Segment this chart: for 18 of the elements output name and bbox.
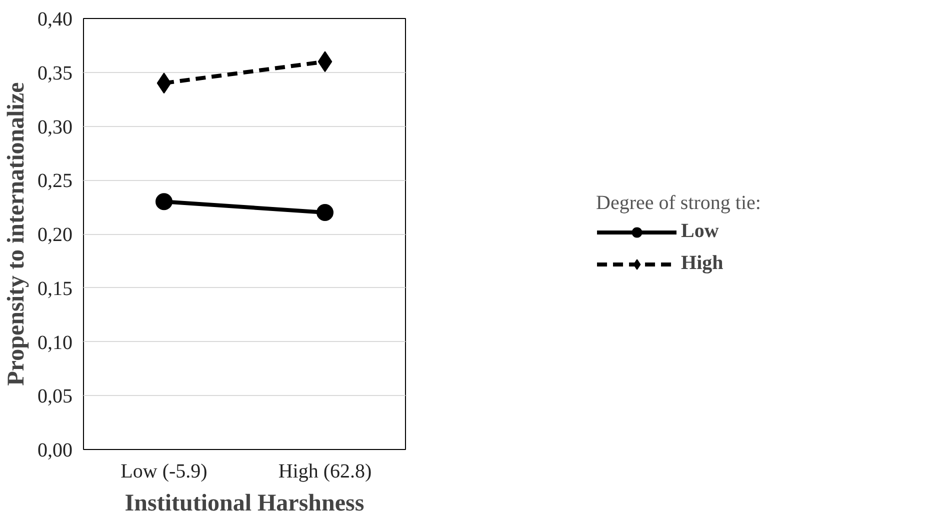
x-axis-title: Institutional Harshness bbox=[124, 490, 364, 516]
legend-label: High bbox=[681, 252, 724, 275]
point bbox=[316, 204, 334, 221]
y-tick-label: 0,40 bbox=[38, 8, 72, 30]
legend-title: Degree of strong tie: bbox=[596, 192, 761, 214]
y-tick-label: 0,25 bbox=[38, 170, 72, 192]
x-tick-label: High (62.8) bbox=[278, 460, 372, 482]
y-tick-label: 0,35 bbox=[38, 62, 72, 84]
legend-label: Low bbox=[681, 220, 719, 243]
y-tick-label: 0,10 bbox=[38, 332, 72, 354]
y-tick-label: 0,20 bbox=[38, 224, 72, 246]
y-axis-title: Propensity to internationalize bbox=[4, 82, 30, 386]
y-tick-label: 0,15 bbox=[38, 278, 72, 300]
y-tick-label: 0,30 bbox=[38, 116, 72, 138]
point bbox=[156, 193, 172, 210]
y-tick-label: 0,05 bbox=[38, 386, 72, 408]
y-tick-label: 0,00 bbox=[38, 440, 72, 462]
x-tick-label: Low (-5.9) bbox=[120, 460, 208, 482]
